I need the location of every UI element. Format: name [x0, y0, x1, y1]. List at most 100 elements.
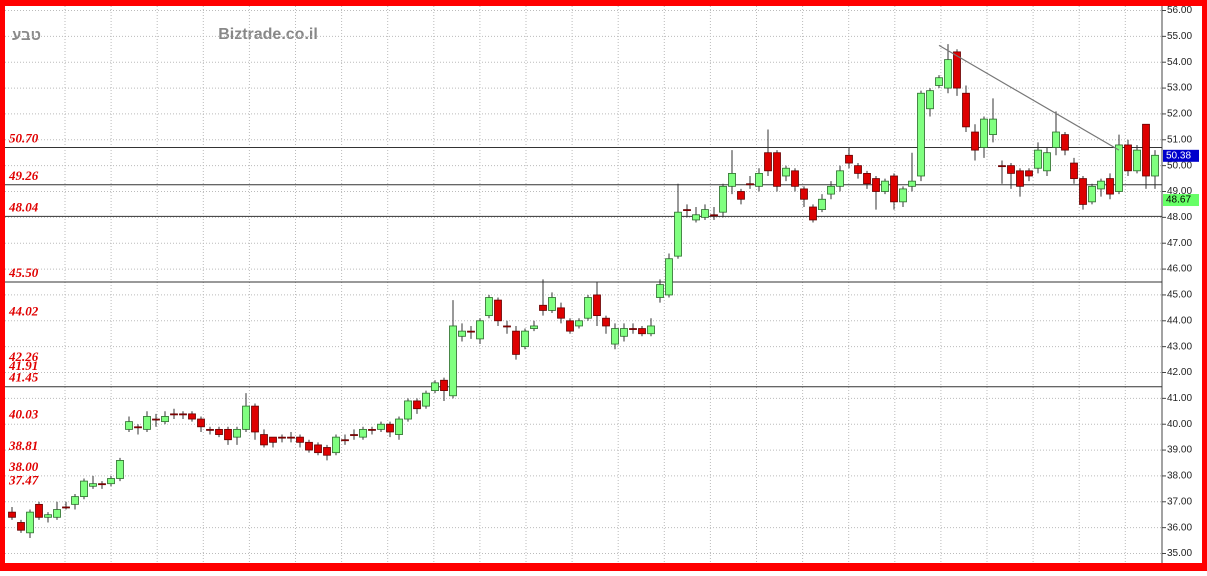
y-tick-label: 52.00 — [1167, 109, 1192, 120]
chart-area — [5, 6, 1202, 563]
candle-body — [440, 379, 448, 391]
candle-body — [116, 460, 124, 479]
trendline — [938, 44, 1120, 151]
candle-body — [1043, 152, 1051, 172]
candle-body — [953, 51, 961, 89]
level-label: 41.45 — [8, 370, 39, 385]
y-tick-label: 41.00 — [1167, 393, 1192, 404]
candle-body — [674, 211, 682, 257]
candle-body — [233, 428, 241, 438]
y-tick-label: 39.00 — [1167, 445, 1192, 456]
candle-body — [467, 330, 475, 333]
candle-body — [404, 400, 412, 420]
candle-body — [845, 154, 853, 164]
candle-body — [989, 118, 997, 136]
candle-body — [179, 413, 187, 416]
candle-body — [341, 439, 349, 442]
candle-body — [287, 436, 295, 439]
candle-body — [8, 511, 16, 518]
candle-body — [917, 92, 925, 177]
candle-body — [782, 167, 790, 177]
y-tick-label: 43.00 — [1167, 341, 1192, 352]
candle-body — [143, 416, 151, 430]
candle-body — [773, 152, 781, 187]
candle-body — [413, 400, 421, 410]
y-tick-label: 45.00 — [1167, 290, 1192, 301]
candle-body — [386, 423, 394, 433]
candle-body — [134, 426, 142, 429]
candle-body — [863, 172, 871, 185]
level-label: 40.03 — [8, 406, 39, 421]
candle-body — [557, 307, 565, 319]
candle-body — [278, 436, 286, 439]
candle-body — [980, 118, 988, 148]
y-tick-label: 36.00 — [1167, 522, 1192, 533]
candle-body — [746, 183, 754, 186]
candle-body — [548, 297, 556, 311]
candle-body — [737, 191, 745, 200]
y-tick-label: 55.00 — [1167, 31, 1192, 42]
candle-body — [1106, 178, 1114, 195]
candle-body — [476, 320, 484, 340]
chart-title: Biztrade.co.il — [218, 26, 318, 43]
candle-body — [1124, 144, 1132, 172]
candle-body — [197, 418, 205, 428]
candle-body — [836, 170, 844, 187]
candle-body — [701, 209, 709, 218]
candle-body — [161, 416, 169, 423]
y-tick-label: 40.00 — [1167, 419, 1192, 430]
candle-body — [755, 172, 763, 187]
y-tick-label: 48.00 — [1167, 212, 1192, 223]
y-tick-label: 49.00 — [1167, 186, 1192, 197]
candle-body — [1079, 178, 1087, 205]
candle-body — [17, 522, 25, 531]
candle-body — [107, 478, 115, 485]
candle-body — [809, 206, 817, 221]
candle-body — [656, 284, 664, 298]
y-tick-label: 47.00 — [1167, 238, 1192, 249]
y-tick-label: 37.00 — [1167, 496, 1192, 507]
level-label: 38.81 — [8, 438, 38, 453]
candle-body — [926, 90, 934, 110]
y-tick-label: 50.00 — [1167, 160, 1192, 171]
candle-body — [485, 297, 493, 317]
candle-body — [530, 325, 538, 329]
y-tick-label: 42.00 — [1167, 367, 1192, 378]
level-label: 41.91 — [8, 358, 38, 373]
y-tick-label: 38.00 — [1167, 471, 1192, 482]
candle-body — [350, 434, 358, 436]
candle-body — [260, 434, 268, 446]
candle-body — [26, 511, 34, 534]
candle-body — [359, 428, 367, 438]
price-tag-label: 50.38 — [1166, 150, 1191, 161]
y-tick-label: 56.00 — [1167, 5, 1192, 16]
candle-body — [269, 436, 277, 443]
candle-body — [944, 59, 952, 89]
candle-body — [881, 180, 889, 192]
y-tick-label: 44.00 — [1167, 315, 1192, 326]
candle-body — [620, 328, 628, 337]
level-label: 45.50 — [8, 265, 39, 280]
candle-body — [1097, 180, 1105, 190]
level-label: 50.70 — [9, 131, 39, 146]
candle-body — [1025, 170, 1033, 177]
candle-body — [125, 421, 133, 430]
candle-body — [764, 152, 772, 172]
candle-body — [251, 405, 259, 433]
candle-body — [44, 514, 52, 518]
y-tick-label: 35.00 — [1167, 548, 1192, 559]
candle-body — [296, 436, 304, 443]
candle-body — [1061, 134, 1069, 151]
candle-body — [242, 405, 250, 430]
candle-body — [1016, 170, 1024, 187]
candle-body — [854, 165, 862, 174]
candle-body — [1088, 185, 1096, 203]
price-tag-label: 48.67 — [1166, 195, 1191, 206]
candle-body — [377, 423, 385, 430]
level-label: 49.26 — [8, 168, 39, 183]
candle-body — [80, 480, 88, 498]
level-label: 48.04 — [8, 199, 39, 214]
candle-body — [1151, 154, 1159, 177]
candle-body — [98, 483, 106, 486]
price-tag — [1163, 149, 1199, 162]
